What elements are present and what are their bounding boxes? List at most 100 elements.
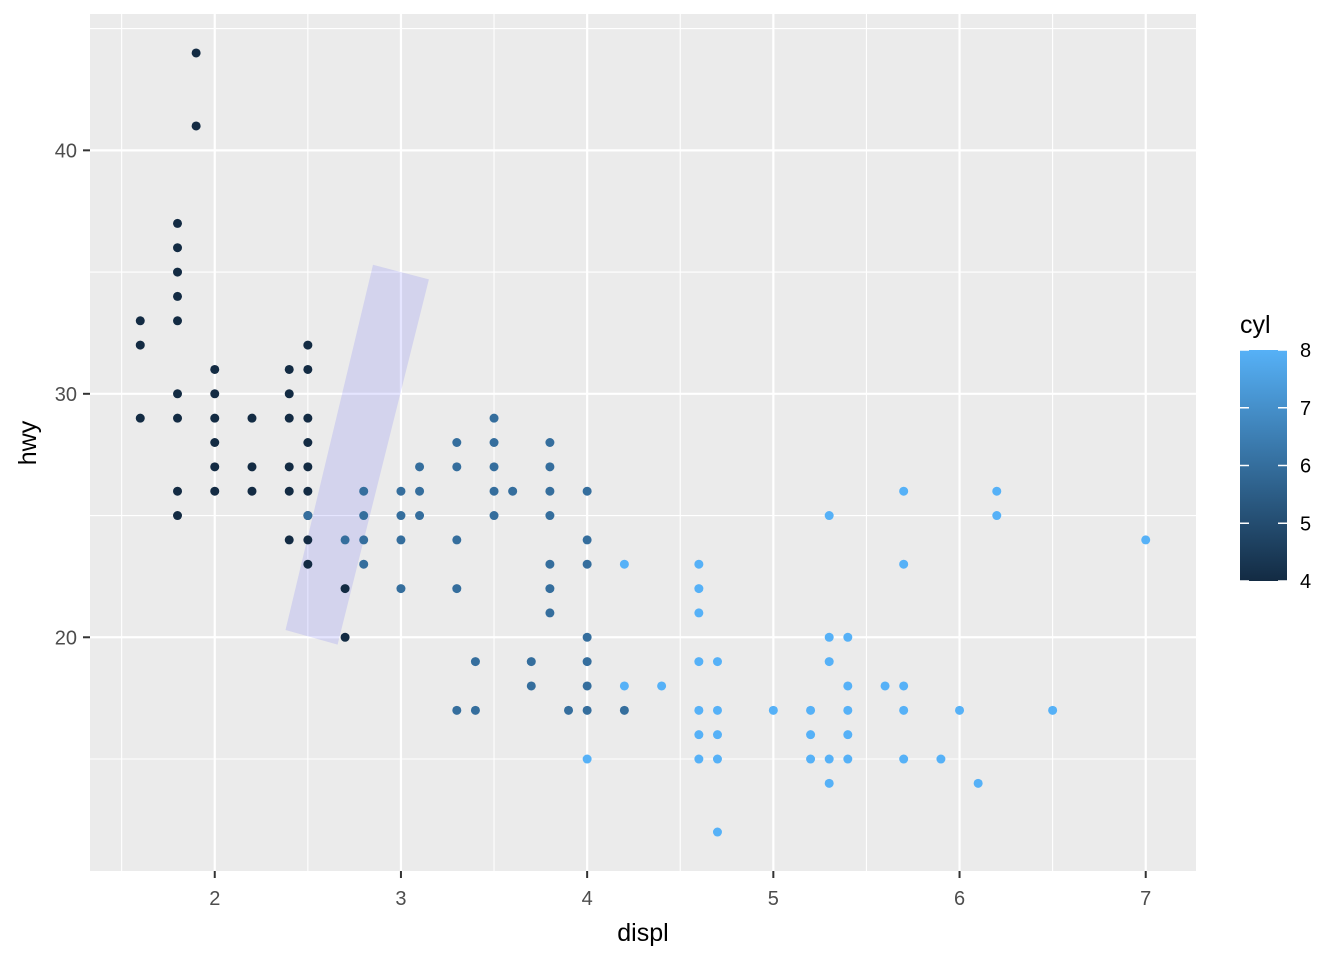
data-point bbox=[489, 438, 499, 447]
data-point bbox=[843, 730, 853, 740]
data-point bbox=[843, 632, 853, 642]
y-tick-label: 40 bbox=[55, 140, 77, 162]
data-point bbox=[712, 657, 722, 667]
data-point bbox=[694, 730, 704, 740]
data-point bbox=[489, 486, 499, 496]
data-point bbox=[396, 584, 406, 594]
data-point bbox=[452, 535, 462, 545]
data-point bbox=[619, 681, 629, 691]
data-point bbox=[843, 681, 853, 691]
y-axis-title: hwy bbox=[14, 420, 42, 465]
data-point bbox=[284, 535, 294, 545]
data-point bbox=[824, 754, 834, 764]
data-point bbox=[210, 486, 220, 496]
data-point bbox=[247, 486, 257, 496]
plot-panel bbox=[90, 14, 1196, 871]
grid-minor bbox=[90, 14, 1196, 871]
data-point bbox=[303, 486, 313, 496]
data-point bbox=[415, 486, 425, 496]
data-point bbox=[340, 584, 350, 594]
data-point bbox=[824, 657, 834, 667]
data-point bbox=[359, 559, 369, 569]
y-axis: 20 30 40 bbox=[55, 140, 90, 649]
legend-ticks: 4 5 6 7 8 bbox=[1240, 340, 1311, 593]
data-point bbox=[806, 754, 816, 764]
data-point bbox=[619, 559, 629, 569]
data-point bbox=[359, 535, 369, 545]
data-point bbox=[545, 462, 555, 472]
legend-tick-label: 8 bbox=[1300, 340, 1311, 362]
data-point bbox=[1141, 535, 1151, 545]
data-point bbox=[303, 340, 313, 350]
data-point bbox=[694, 754, 704, 764]
data-point bbox=[415, 511, 425, 521]
data-point bbox=[396, 486, 406, 496]
data-point bbox=[135, 316, 145, 326]
data-point bbox=[712, 827, 722, 837]
x-tick-label: 5 bbox=[768, 888, 779, 910]
data-point bbox=[191, 48, 201, 58]
data-point bbox=[210, 389, 220, 399]
data-point bbox=[843, 705, 853, 715]
data-point bbox=[284, 486, 294, 496]
data-point bbox=[396, 511, 406, 521]
data-point bbox=[545, 559, 555, 569]
data-point bbox=[173, 316, 183, 326]
data-point bbox=[992, 511, 1002, 521]
data-point bbox=[899, 754, 909, 764]
data-point bbox=[210, 413, 220, 423]
data-point bbox=[936, 754, 946, 764]
data-point bbox=[303, 535, 313, 545]
data-point bbox=[452, 462, 462, 472]
data-point bbox=[340, 535, 350, 545]
x-tick-label: 7 bbox=[1140, 888, 1151, 910]
data-point bbox=[489, 462, 499, 472]
data-point bbox=[694, 657, 704, 667]
data-point bbox=[899, 559, 909, 569]
data-point bbox=[824, 632, 834, 642]
data-point bbox=[191, 121, 201, 131]
data-point bbox=[582, 486, 592, 496]
data-point bbox=[545, 584, 555, 594]
data-point bbox=[712, 754, 722, 764]
data-point bbox=[284, 462, 294, 472]
data-point bbox=[564, 705, 574, 715]
data-point bbox=[899, 705, 909, 715]
legend-title: cyl bbox=[1240, 311, 1271, 339]
data-point bbox=[694, 608, 704, 618]
legend-tick-label: 4 bbox=[1300, 571, 1311, 593]
data-point bbox=[173, 218, 183, 228]
grid-major bbox=[90, 14, 1196, 871]
x-tick-label: 6 bbox=[954, 888, 965, 910]
data-point bbox=[973, 778, 983, 788]
x-axis-title: displ bbox=[617, 919, 668, 947]
data-point bbox=[806, 705, 816, 715]
data-point bbox=[284, 389, 294, 399]
data-point bbox=[619, 705, 629, 715]
data-point bbox=[582, 559, 592, 569]
data-point bbox=[582, 632, 592, 642]
data-point bbox=[210, 364, 220, 374]
data-point bbox=[657, 681, 667, 691]
data-point bbox=[489, 511, 499, 521]
data-point bbox=[806, 730, 816, 740]
data-point bbox=[340, 632, 350, 642]
x-tick-label: 2 bbox=[209, 888, 220, 910]
data-point bbox=[545, 511, 555, 521]
data-point bbox=[824, 778, 834, 788]
data-point bbox=[899, 681, 909, 691]
data-point bbox=[303, 511, 313, 521]
data-point bbox=[303, 364, 313, 374]
data-point bbox=[582, 535, 592, 545]
data-point bbox=[173, 413, 183, 423]
data-point bbox=[247, 462, 257, 472]
data-point bbox=[824, 511, 834, 521]
data-point bbox=[526, 681, 536, 691]
data-point bbox=[452, 584, 462, 594]
y-tick-label: 20 bbox=[55, 627, 77, 649]
data-point bbox=[303, 438, 313, 447]
data-point bbox=[173, 486, 183, 496]
data-point bbox=[545, 438, 555, 447]
data-point bbox=[303, 559, 313, 569]
data-point bbox=[210, 438, 220, 447]
